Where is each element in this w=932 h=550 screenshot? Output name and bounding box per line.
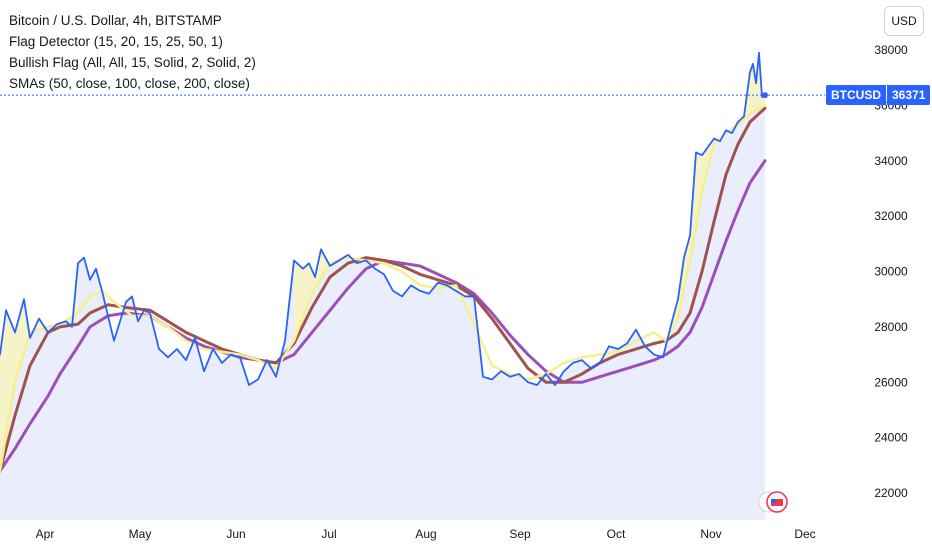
flag-icon-stripe <box>771 499 783 506</box>
x-tick-label: Aug <box>415 527 436 541</box>
x-tick-label: Sep <box>509 527 531 541</box>
x-axis: Apr May Jun Jul Aug Sep Oct Nov Dec <box>36 527 816 541</box>
y-axis: 2200024000260002800030000320003400036000… <box>874 43 908 500</box>
y-tick-label: 28000 <box>874 320 908 334</box>
sma200-line <box>0 159 767 473</box>
x-tick-label: Oct <box>607 527 626 541</box>
y-tick-label: 38000 <box>874 43 908 57</box>
legend-symbol[interactable]: Bitcoin / U.S. Dollar, 4h, BITSTAMP <box>9 13 222 28</box>
bull-flag-area-1 <box>294 249 330 341</box>
chart-lines <box>0 51 768 473</box>
price-line <box>0 51 766 386</box>
price-tag-symbol: BTCUSD <box>826 85 886 106</box>
price-area <box>0 52 765 521</box>
flag-icon[interactable] <box>758 491 788 513</box>
last-price-tag: BTCUSD 36371 <box>826 85 931 106</box>
price-tag-value: 36371 <box>887 85 931 106</box>
y-tick-label: 34000 <box>874 154 908 168</box>
y-tick-label: 22000 <box>874 486 908 500</box>
x-tick-label: Apr <box>36 527 55 541</box>
x-tick-label: Nov <box>700 527 721 541</box>
flag-icon-canton <box>771 499 776 503</box>
legend-flag-detector[interactable]: Flag Detector (15, 20, 15, 25, 50, 1) <box>9 34 223 49</box>
currency-button[interactable]: USD <box>884 6 924 36</box>
x-tick-label: Jul <box>321 527 336 541</box>
y-tick-label: 24000 <box>874 431 908 445</box>
y-tick-label: 26000 <box>874 375 908 389</box>
y-tick-label: 32000 <box>874 209 908 223</box>
y-tick-label: 30000 <box>874 265 908 279</box>
legend-bullish-flag[interactable]: Bullish Flag (All, All, 15, Solid, 2, So… <box>9 55 256 70</box>
price-area-fill <box>0 52 765 521</box>
chart-legend: Bitcoin / U.S. Dollar, 4h, BITSTAMP Flag… <box>9 10 256 94</box>
bull-flag-area-0 <box>0 263 78 471</box>
x-tick-label: Dec <box>794 527 815 541</box>
x-tick-label: Jun <box>226 527 245 541</box>
x-tick-label: May <box>129 527 152 541</box>
legend-smas[interactable]: SMAs (50, close, 100, close, 200, close) <box>9 76 250 91</box>
